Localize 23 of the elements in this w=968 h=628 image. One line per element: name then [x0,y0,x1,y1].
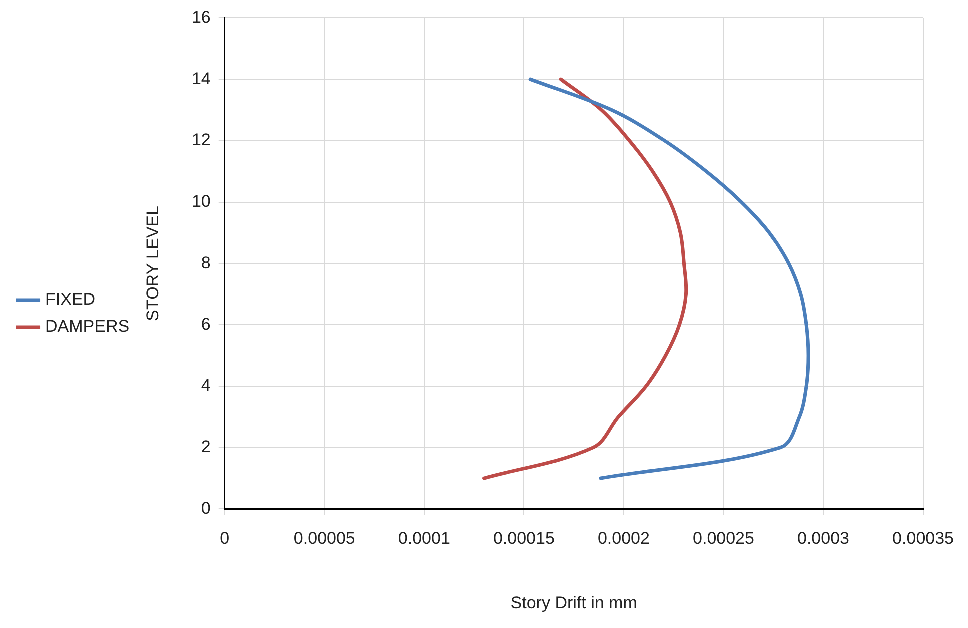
x-tick-label: 0.00025 [693,529,754,548]
x-tick-label: 0.00005 [294,529,356,548]
y-tick-label: 8 [201,253,211,272]
legend-label: DAMPERS [46,317,130,336]
legend-label: FIXED [46,290,96,310]
line-series [528,78,810,480]
y-axis-title: STORY LEVEL [143,206,162,322]
y-tick-label: 16 [192,8,211,27]
y-tick-label: 10 [192,192,211,212]
x-tick-label: 0.00015 [493,529,555,548]
x-tick-label: 0.0001 [398,529,450,548]
y-tick-label: 4 [201,376,211,396]
y-tick-label: 0 [201,498,211,518]
x-tick-label: 0.00035 [892,529,954,548]
y-tick-label: 6 [201,314,211,334]
x-tick-label: 0.0003 [798,529,850,548]
line-series [482,78,688,480]
y-tick-label: 12 [192,130,211,150]
x-axis-title: Story Drift in mm [510,593,638,612]
y-tick-label: 2 [201,438,211,457]
x-tick-label: 0.0002 [598,529,650,548]
y-tick-label: 14 [192,69,211,88]
x-tick-label: 0 [220,529,230,548]
